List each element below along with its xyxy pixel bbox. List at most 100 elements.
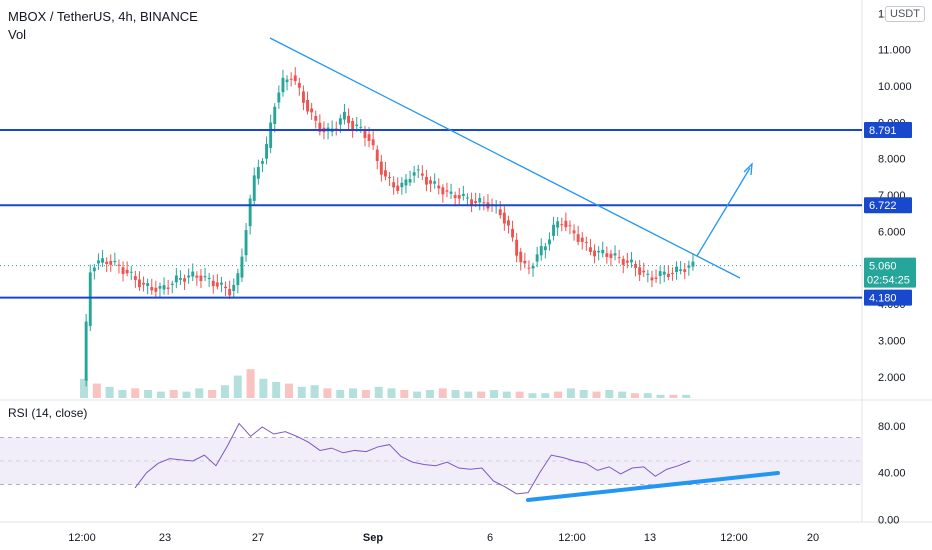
candle-body [228,289,231,295]
candle-body [236,273,239,285]
candle-body [642,271,645,273]
candle-body [171,284,174,285]
candle-body [384,170,387,176]
candle-body [454,195,457,198]
candle-body [159,286,162,289]
candle-body [302,91,305,102]
candle-body [339,118,342,124]
candle-body [425,177,428,185]
volume-bar [413,392,421,398]
volume-bar [618,392,626,398]
volume-bar [336,390,344,398]
volume-bar [605,390,613,398]
volume-bar [464,392,472,398]
candle-body [245,230,248,255]
candle-body [655,278,658,279]
volume-bar [631,393,639,398]
candle-body [573,230,576,233]
candle-body [618,257,621,258]
trend-line [270,38,740,278]
candle-body [523,261,526,264]
candle-body [249,198,252,226]
candle-body [138,280,141,288]
currency-badge[interactable]: USDT [885,6,925,22]
candle-body [347,116,350,123]
candle-body [392,182,395,187]
candle-body [368,134,371,141]
candle-body [343,112,346,120]
time-tick-label: 20 [807,532,819,544]
candle-body [154,288,157,292]
candle-body [405,179,408,185]
candle-body [380,162,383,175]
candle-body [429,180,432,183]
volume-bar [362,390,370,398]
candle-body [101,258,104,262]
volume-bar [657,395,665,398]
candle-body [265,144,268,159]
candle-body [310,109,313,113]
candle-body [544,246,547,250]
candle-body [146,283,149,286]
volume-bar [426,390,434,398]
candle-body [577,234,580,242]
volume-bar [80,379,88,398]
candle-body [597,251,600,252]
candle-body [651,278,654,281]
candle-body [663,272,666,275]
candle-body [216,283,219,287]
volume-bar [554,392,562,398]
candle-body [511,229,514,238]
candle-body [118,265,121,266]
candle-body [359,127,362,128]
candle-body [683,269,686,272]
countdown-label: 02:54:25 [867,275,910,287]
candle-body [437,186,440,189]
candle-body [200,276,203,281]
rsi-tick-label: 0.00 [878,515,899,527]
volume-bar [285,384,293,398]
volume-bar [516,392,524,398]
volume-bar [195,388,203,398]
volume-bar [157,392,165,398]
last-price-label: 5.060 [869,261,897,273]
candle-body [421,173,424,175]
candle-body [179,278,182,280]
candle-body [314,116,317,121]
candle-body [376,150,379,161]
candle-body [593,251,596,257]
volume-bar [208,390,216,398]
candle-body [163,285,166,289]
candle-body [560,224,563,225]
volume-bar [131,388,139,398]
candle-body [622,259,625,265]
volume-bar [528,393,536,398]
volume-bar [503,392,511,398]
candle-body [277,93,280,103]
candle-body [462,194,465,196]
candle-body [659,271,662,276]
price-tick-label: 3.000 [878,336,906,348]
candle-body [446,190,449,191]
volume-bar [221,385,229,398]
time-tick-label: 13 [644,532,656,544]
candle-body [532,266,535,268]
candle-body [167,287,170,288]
candle-body [552,225,555,236]
candle-body [679,269,682,271]
rsi-tick-label: 80.00 [878,421,906,433]
time-tick-label: 27 [252,532,264,544]
candle-body [372,139,375,145]
volume-bar [106,387,114,398]
volume-bar [272,382,280,398]
level-price-label: 4.180 [869,293,897,305]
candle-body [441,187,444,194]
candle-body [630,260,633,263]
candle-body [482,202,485,203]
candle-body [474,201,477,203]
volume-bar [298,387,306,398]
volume-bar [247,369,255,398]
candle-body [257,167,260,179]
candle-body [458,195,461,199]
